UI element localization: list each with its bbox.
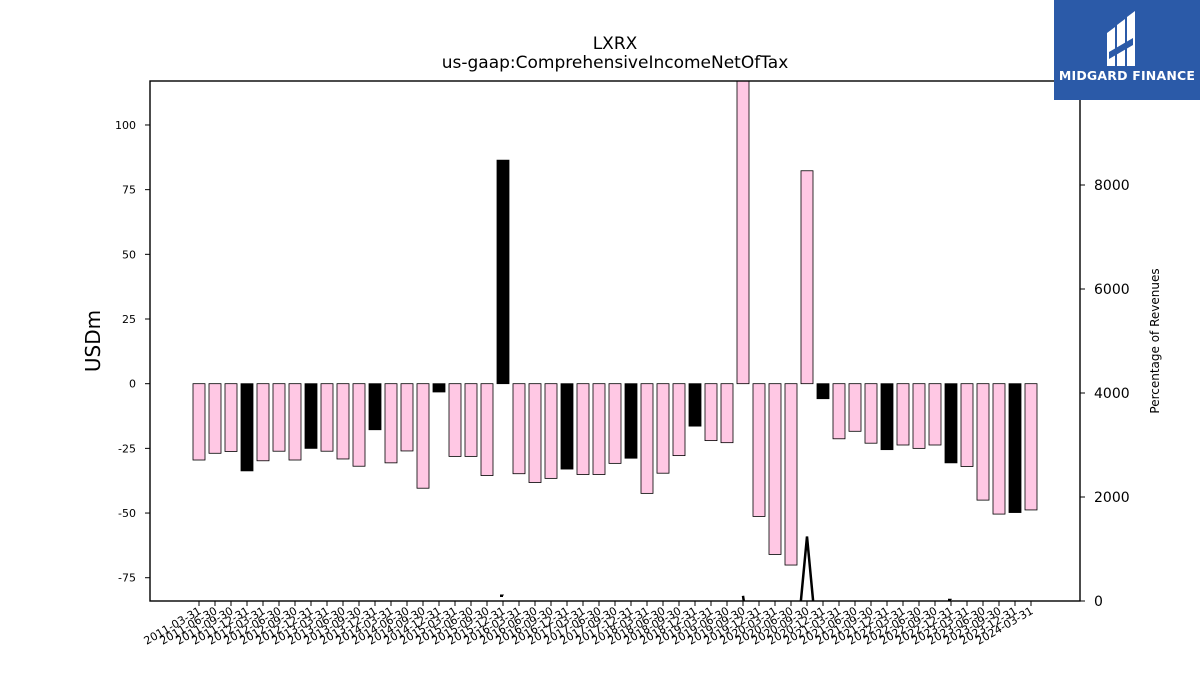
midgard-mark-icon — [1107, 11, 1135, 66]
bar-2024-03-31 — [1024, 383, 1038, 511]
line-group — [499, 536, 953, 601]
chart-subtitle: us-gaap:ComprehensiveIncomeNetOfTax — [442, 53, 789, 73]
bar-2017-03-31 — [576, 383, 590, 475]
bar-2022-06-30 — [912, 383, 926, 449]
bar-2018-03-31 — [640, 383, 654, 494]
bar-2011-06-30 — [208, 383, 222, 454]
bar-2014-06-30 — [400, 383, 414, 452]
bar-2023-06-30 — [976, 383, 990, 501]
y-tick-label: 50 — [122, 248, 136, 261]
bar-2012-03-31 — [256, 383, 270, 462]
bar-2014-09-30 — [416, 383, 430, 489]
midgard-finance-logo: MIDGARD FINANCE — [1054, 0, 1200, 100]
bar-2022-03-31 — [896, 383, 910, 446]
bar-2015-09-30 — [480, 383, 494, 476]
bar-2020-06-30 — [784, 383, 798, 566]
y-tick-label: 100 — [115, 119, 136, 132]
bar-2012-06-30 — [272, 383, 286, 452]
chart-title: LXRX — [593, 34, 638, 54]
bar-2021-12-31 — [880, 383, 894, 451]
bar-2021-03-31 — [832, 383, 846, 440]
bar-2016-06-30 — [528, 383, 542, 483]
x-axis: 2011-03-312011-06-302011-09-302011-12-31… — [142, 601, 1036, 648]
bar-2011-03-31 — [192, 383, 206, 461]
logo-text: MIDGARD FINANCE — [1058, 68, 1196, 83]
bar-2013-09-30 — [352, 383, 366, 467]
y-tick-label: -25 — [118, 442, 136, 455]
y-tick-label: 75 — [122, 184, 136, 197]
bar-2019-09-30 — [736, 81, 750, 385]
bar-2023-03-31 — [960, 383, 974, 467]
y-tick-label: -75 — [118, 572, 136, 585]
bar-2016-03-31 — [512, 383, 526, 475]
bar-2018-09-30 — [672, 383, 686, 457]
bar-2015-03-31 — [448, 383, 462, 457]
bar-2017-06-30 — [592, 383, 606, 475]
bar-2011-09-30 — [224, 383, 238, 452]
bar-2022-09-30 — [928, 383, 942, 446]
y2-tick-label: 6000 — [1094, 282, 1130, 298]
bar-2023-09-30 — [992, 383, 1006, 515]
bar-2011-12-31 — [240, 383, 254, 472]
bar-2021-09-30 — [864, 383, 878, 444]
plot-frame — [149, 80, 1081, 602]
bar-2014-12-31 — [432, 383, 446, 393]
y2-axis-label: Percentage of Revenues — [1148, 268, 1162, 413]
bar-2019-12-31 — [752, 383, 766, 517]
bar-2013-12-31 — [368, 383, 382, 431]
y-tick-label: 0 — [129, 378, 136, 391]
bar-2017-12-31 — [624, 383, 638, 459]
bar-2013-03-31 — [320, 383, 334, 452]
bar-2020-09-30 — [800, 170, 814, 385]
bar-2016-09-30 — [544, 383, 558, 479]
bars-group — [192, 81, 1038, 566]
bar-2018-12-31 — [688, 383, 702, 427]
y-axis-label: USDm — [81, 310, 105, 372]
revenue-pct-line — [741, 536, 815, 601]
bar-2015-06-30 — [464, 383, 478, 457]
bar-2012-12-31 — [304, 383, 318, 449]
bar-2015-12-31 — [496, 159, 510, 385]
y2-axis: 0200040006000800010000 — [1080, 74, 1139, 610]
y-tick-label: 25 — [122, 313, 136, 326]
y2-tick-label: 4000 — [1094, 386, 1130, 402]
bar-2018-06-30 — [656, 383, 670, 474]
y-axis: -75 -50 -25 0 25 50 75 100 — [115, 119, 150, 585]
y2-tick-label: 8000 — [1094, 178, 1130, 194]
bar-2012-09-30 — [288, 383, 302, 461]
bar-2020-12-31 — [816, 383, 830, 400]
bar-2016-12-31 — [560, 383, 574, 470]
bar-2019-06-30 — [720, 383, 734, 444]
bar-2014-03-31 — [384, 383, 398, 464]
bar-2022-12-31 — [944, 383, 958, 464]
bar-2019-03-31 — [704, 383, 718, 442]
bar-2021-06-30 — [848, 383, 862, 432]
y2-tick-label: 2000 — [1094, 490, 1130, 506]
y2-tick-label: 0 — [1094, 594, 1103, 610]
bar-2020-03-31 — [768, 383, 782, 555]
bar-2023-12-31 — [1008, 383, 1022, 513]
y-tick-label: -50 — [118, 507, 136, 520]
bar-2013-06-30 — [336, 383, 350, 460]
bar-2017-09-30 — [608, 383, 622, 464]
